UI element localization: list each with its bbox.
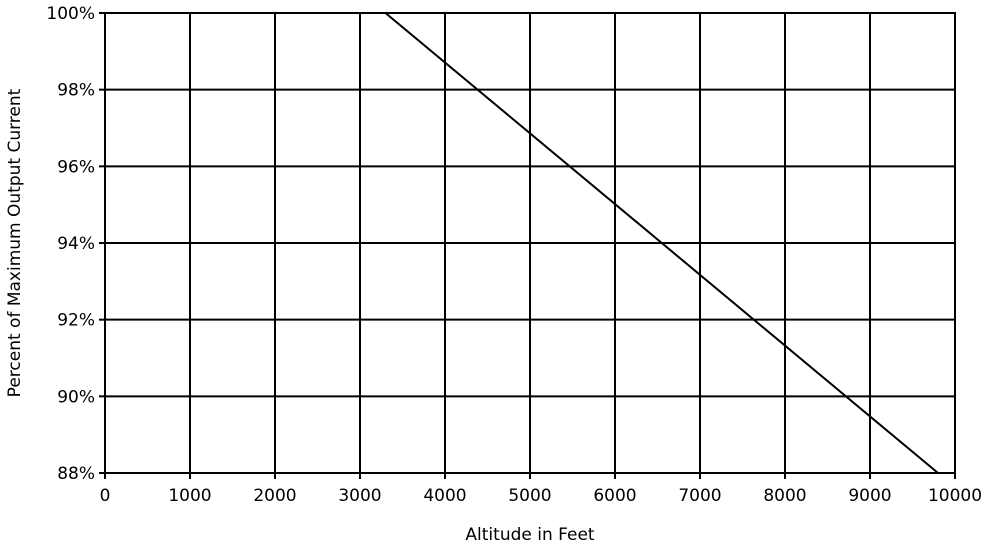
plot-area-border xyxy=(104,12,956,474)
x-tick-label: 1000 xyxy=(168,486,211,506)
y-tick-label: 96% xyxy=(57,157,95,177)
y-tick-label: 100% xyxy=(46,4,95,24)
y-tick-labels: 88% 90% 92% 94% 96% 98% 100% xyxy=(46,4,95,484)
x-tick-label: 7000 xyxy=(678,486,721,506)
y-tick-label: 98% xyxy=(57,81,95,101)
y-tick-label: 94% xyxy=(57,234,95,254)
x-tick-label: 6000 xyxy=(593,486,636,506)
x-tick-labels: 0 1000 2000 3000 4000 5000 6000 7000 8000 9000 100… xyxy=(100,486,982,506)
y-tick-label: 92% xyxy=(57,311,95,331)
y-axis-title: Percent of Maximum Output Current xyxy=(5,88,25,397)
y-tick-label: 90% xyxy=(57,387,95,407)
series-line xyxy=(384,12,939,474)
x-tick-label: 8000 xyxy=(763,486,806,506)
x-axis-title: Altitude in Feet xyxy=(465,525,595,545)
y-tick-label: 88% xyxy=(57,464,95,484)
x-tick-label: 4000 xyxy=(423,486,466,506)
x-tick-label: 9000 xyxy=(848,486,891,506)
x-tick-label: 0 xyxy=(100,486,111,506)
x-tick-label: 3000 xyxy=(338,486,381,506)
x-tick-label: 10000 xyxy=(928,486,982,506)
data-series xyxy=(384,12,939,474)
x-tick-label: 5000 xyxy=(508,486,551,506)
x-tick-label: 2000 xyxy=(253,486,296,506)
